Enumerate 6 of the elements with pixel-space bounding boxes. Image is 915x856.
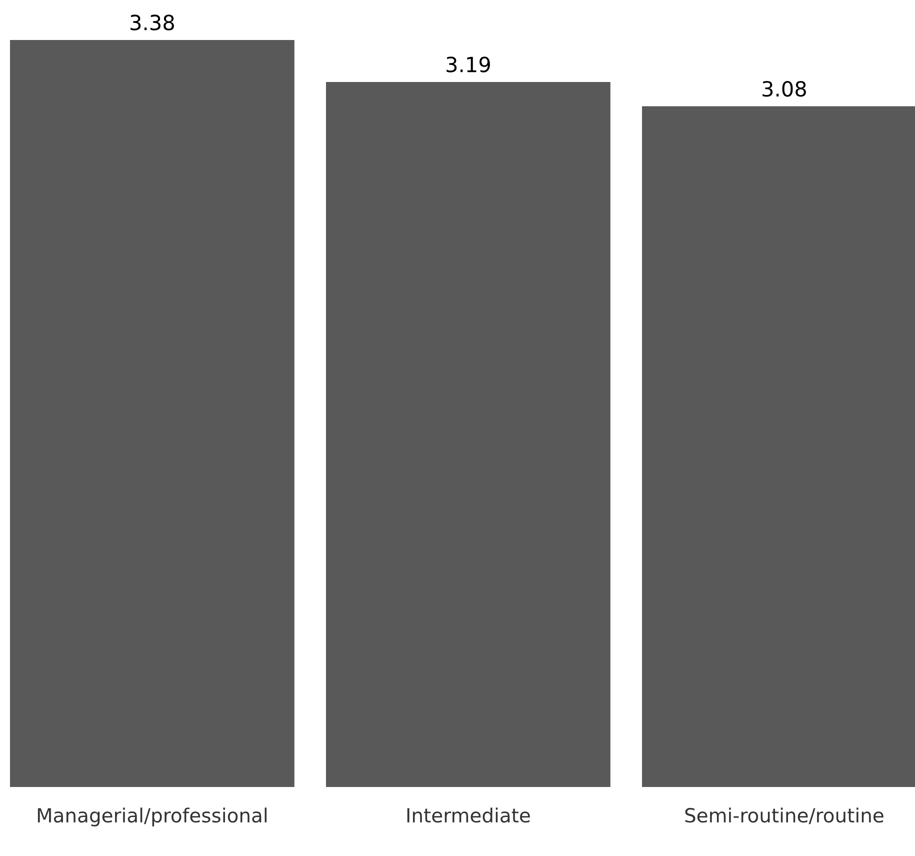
data-label: 3.08 (762, 80, 806, 97)
data-label: 3.38 (130, 14, 174, 30)
x-tick-label: Intermediate (407, 808, 530, 823)
x-tick-label: Semi-routine/routine (685, 808, 884, 824)
x-tick-label: Managerial/professional (38, 808, 267, 826)
data-label: 3.19 (446, 56, 490, 72)
